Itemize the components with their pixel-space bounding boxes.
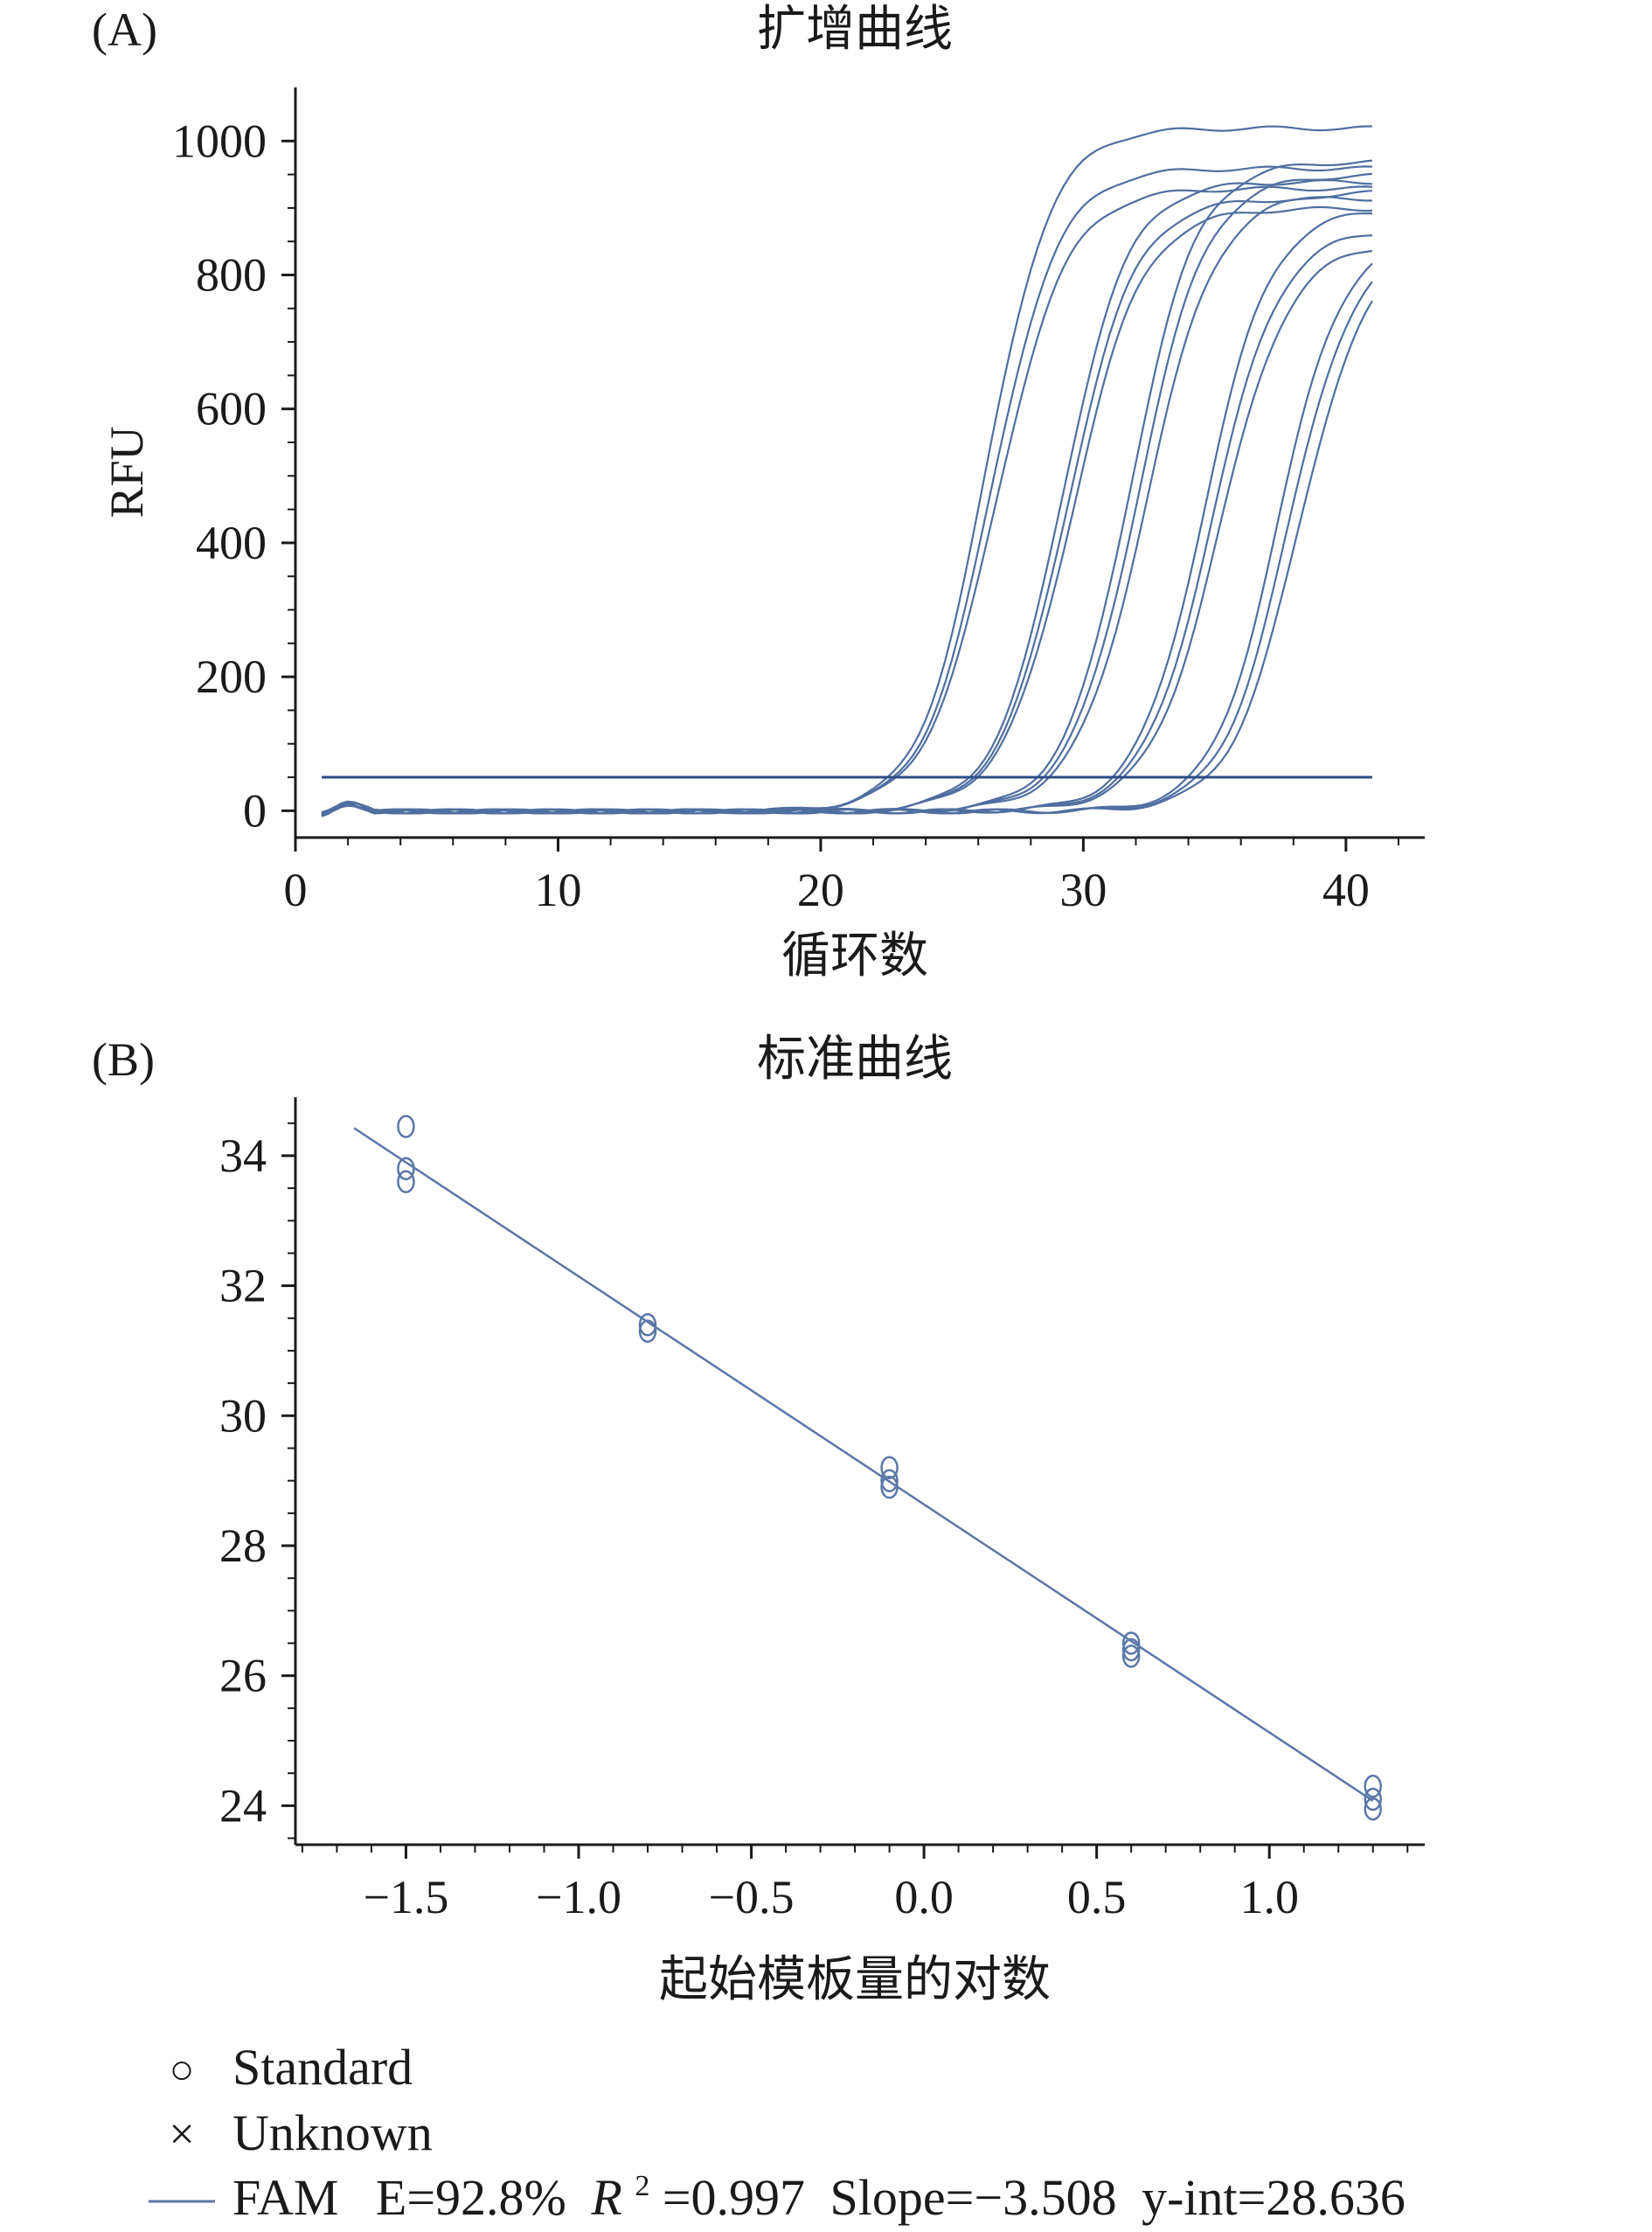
standard-point — [880, 1469, 899, 1492]
amplification-curve — [321, 190, 1372, 815]
legend-fam-label: FAM — [233, 2169, 338, 2226]
panel-b-x-tick-label: −1.5 — [363, 1871, 448, 1923]
panel-b-y-tick-label: 32 — [219, 1260, 267, 1312]
panel-b-x-tick-label: −1.0 — [536, 1871, 621, 1923]
standard-point — [1364, 1787, 1382, 1811]
standard-point — [1121, 1637, 1141, 1662]
panel-b-x-tick-label: −0.5 — [709, 1871, 795, 1923]
panel-a-x-ticks: 0 10 20 30 40 — [284, 838, 1399, 916]
legend-standard-symbol: ○ — [170, 2047, 195, 2093]
panel-a-y-label: RFU — [101, 426, 153, 518]
amplification-curve — [321, 234, 1372, 817]
panel-a-y-tick-label: 200 — [196, 650, 267, 703]
amplification-curve — [321, 300, 1373, 815]
panel-a-x-label: 循环数 — [781, 928, 928, 984]
legend-slope: Slope=−3.508 — [830, 2169, 1117, 2226]
panel-b-title: 标准曲线 — [757, 1031, 953, 1088]
standard-point — [638, 1312, 657, 1337]
legend: ○ Standard × Unknown FAM E=92.8% R 2 =0.… — [149, 2039, 1406, 2226]
panel-b-y-tick-label: 24 — [219, 1779, 267, 1832]
panel-b-y-tick-label: 26 — [219, 1650, 267, 1702]
panel-a-curves — [321, 125, 1373, 817]
legend-efficiency: E=92.8% — [376, 2169, 566, 2226]
standard-point — [880, 1475, 899, 1499]
panel-a-x-tick-label: 40 — [1322, 864, 1370, 916]
legend-unknown-label: Unknown — [233, 2104, 433, 2161]
standard-point — [1121, 1644, 1141, 1668]
panel-a-y-tick-label: 800 — [196, 249, 267, 302]
panel-a-amplification-chart: (A) 扩增曲线 0 200 400 600 800 1000 0 10 20 30 40 RFU… — [92, 1, 1425, 984]
legend-fam-text: FAM E=92.8% R 2 =0.997 Slope=−3.508 y-in… — [233, 2150, 1406, 2226]
panel-a-y-tick-label: 600 — [196, 383, 267, 435]
panel-a-x-tick-label: 0 — [284, 864, 308, 916]
amplification-curve — [321, 185, 1372, 816]
standard-point — [397, 1170, 415, 1193]
standard-point — [397, 1157, 415, 1181]
panel-b-x-tick-label: 1.0 — [1239, 1871, 1299, 1923]
panel-b-standard-curve: (B) 标准曲线 24 26 28 30 32 34 −1.5 −1.0 −0.5 0.0 0.5… — [92, 1031, 1425, 2008]
panel-b-x-label: 起始模板量的对数 — [659, 1951, 1051, 2008]
panel-a-y-tick-label: 0 — [243, 784, 267, 837]
panel-b-x-ticks: −1.5 −1.0 −0.5 0.0 0.5 1.0 — [301, 1845, 1409, 1923]
amplification-curve — [321, 165, 1372, 816]
regression-line — [353, 1127, 1374, 1802]
panel-a-y-tick-label: 1000 — [172, 115, 267, 167]
legend-r-superscript: 2 — [635, 2170, 649, 2202]
amplification-curve — [321, 212, 1372, 817]
standard-point — [1121, 1631, 1141, 1655]
legend-r-label: R — [590, 2169, 621, 2226]
amplification-curve — [321, 159, 1373, 815]
panel-b-x-tick-label: 0.0 — [894, 1871, 954, 1923]
standard-point — [638, 1319, 657, 1343]
panel-b-label: (B) — [92, 1033, 155, 1086]
panel-b-y-tick-label: 34 — [219, 1130, 267, 1182]
standard-point — [1364, 1774, 1382, 1798]
panel-b-y-ticks: 24 26 28 30 32 34 — [219, 1122, 295, 1839]
panel-b-points — [397, 1115, 1382, 1821]
standard-point — [1364, 1797, 1382, 1821]
panel-b-x-tick-label: 0.5 — [1067, 1871, 1127, 1923]
standard-point — [397, 1115, 415, 1138]
legend-yint: y-int=28.636 — [1142, 2169, 1406, 2226]
amplification-curve — [321, 262, 1373, 815]
panel-a-x-tick-label: 20 — [797, 864, 844, 916]
amplification-curve — [321, 125, 1372, 815]
panel-a-x-tick-label: 30 — [1059, 864, 1107, 916]
standard-point — [880, 1456, 899, 1480]
legend-r-value: =0.997 — [663, 2169, 805, 2226]
panel-b-y-tick-label: 28 — [219, 1519, 267, 1572]
panel-a-y-tick-label: 400 — [196, 517, 267, 569]
amplification-curve — [321, 178, 1372, 817]
panel-a-title: 扩增曲线 — [757, 1, 953, 58]
amplification-curve — [321, 249, 1373, 817]
panel-a-x-tick-label: 10 — [534, 864, 581, 916]
legend-standard-label: Standard — [233, 2039, 413, 2096]
panel-b-y-tick-label: 30 — [219, 1389, 267, 1442]
legend-unknown-symbol: × — [169, 2110, 194, 2159]
panel-a-label: (A) — [92, 3, 157, 56]
panel-a-y-ticks: 0 200 400 600 800 1000 — [172, 115, 295, 837]
